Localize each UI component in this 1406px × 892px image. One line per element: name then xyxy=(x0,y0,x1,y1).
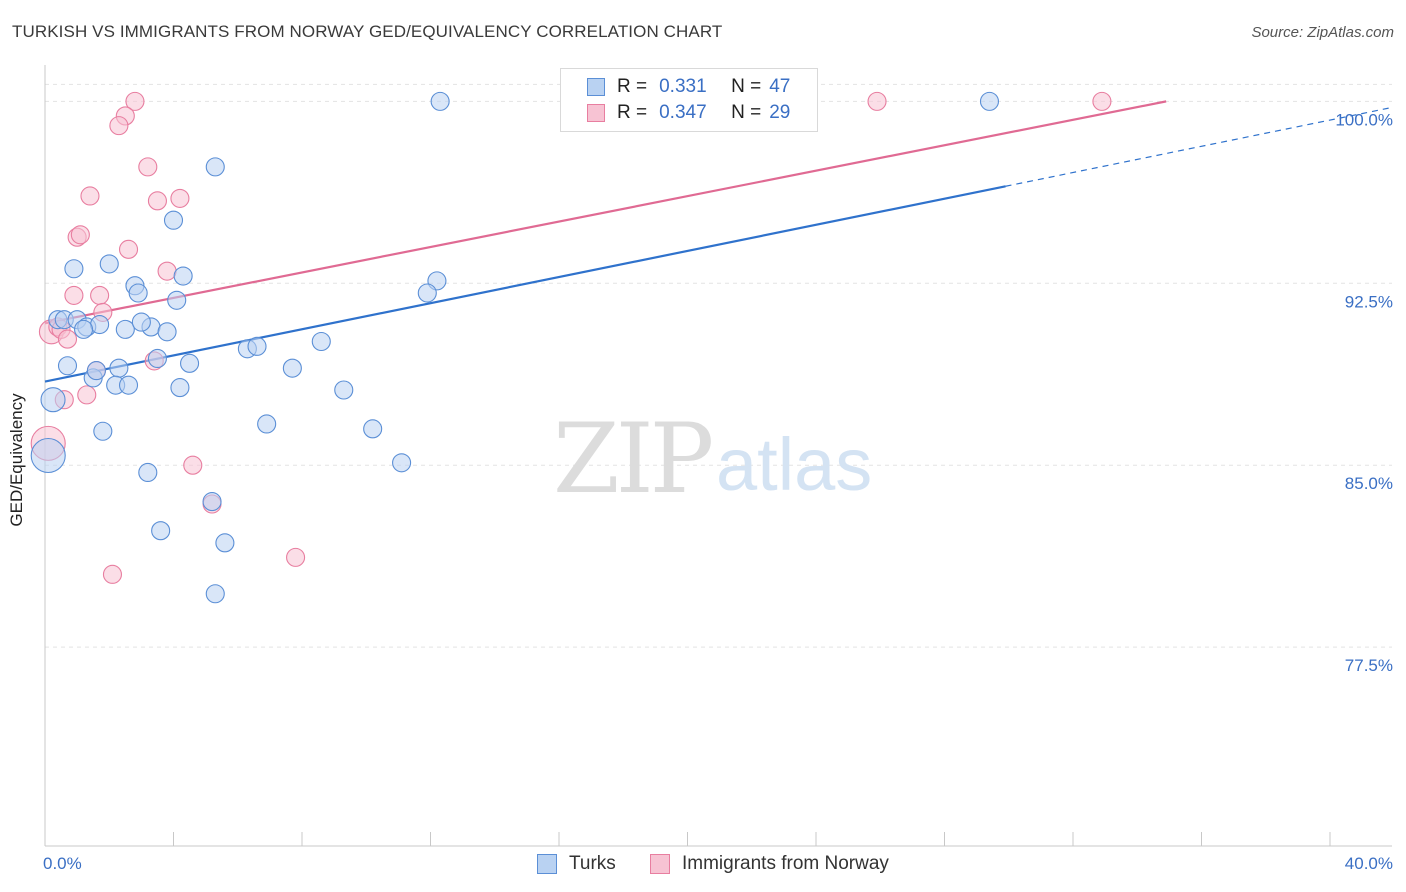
data-point-turks xyxy=(147,348,167,369)
data-point-turks xyxy=(131,312,151,332)
data-point-turks xyxy=(74,319,94,339)
data-point-norway xyxy=(170,188,190,208)
trend-line-norway xyxy=(44,100,1167,325)
data-point-turks xyxy=(109,358,129,378)
x-tick-label: 0.0% xyxy=(43,854,82,873)
data-point-turks xyxy=(215,533,235,553)
tick-labels: 100.0% 92.5% 85.0% 77.5% 0.0% 40.0% xyxy=(43,110,1393,873)
bottom-legend-norway[interactable]: Immigrants from Norway xyxy=(650,852,889,876)
data-point-turks xyxy=(99,254,119,274)
data-point-turks xyxy=(202,492,222,512)
source-credit: Source: ZipAtlas.com xyxy=(1251,24,1394,41)
data-point-turks xyxy=(86,361,106,381)
data-point-norway xyxy=(70,225,90,245)
bottom-legend-label-turks: Turks xyxy=(569,853,616,874)
watermark-atlas: atlas xyxy=(716,423,872,506)
data-point-norway xyxy=(64,285,84,305)
data-point-turks xyxy=(282,358,302,378)
data-point-turks xyxy=(167,290,187,310)
data-point-turks xyxy=(170,378,190,398)
correlation-legend: R = 0.331 N = 47 R = 0.347 N = 29 xyxy=(560,68,818,132)
data-point-turks xyxy=(311,331,331,352)
data-point-turks xyxy=(57,356,78,376)
data-point-turks xyxy=(334,380,354,400)
legend-r-label: R = xyxy=(617,76,648,97)
data-point-turks xyxy=(128,283,148,303)
legend-n-value-norway: 29 xyxy=(769,102,791,123)
y-axis-label: GED/Equivalency xyxy=(7,393,26,527)
data-point-turks xyxy=(64,259,84,279)
legend-swatch-norway xyxy=(587,104,605,122)
trend-lines xyxy=(44,100,1393,383)
bottom-legend-swatch-norway xyxy=(650,854,670,874)
chart-title: TURKISH VS IMMIGRANTS FROM NORWAY GED/EQ… xyxy=(12,22,723,41)
legend-r-value-turks: 0.331 xyxy=(659,76,707,97)
data-point-turks xyxy=(430,91,450,111)
data-point-turks xyxy=(90,314,110,335)
data-point-turks xyxy=(363,419,383,439)
data-point-turks xyxy=(173,266,193,286)
legend-swatch-turks xyxy=(587,78,605,96)
watermark: ZIP atlas xyxy=(553,403,872,515)
data-point-norway xyxy=(102,564,123,584)
data-point-norway xyxy=(118,239,139,259)
data-point-turks xyxy=(257,414,277,434)
data-point-norway xyxy=(157,261,177,281)
data-point-norway xyxy=(286,547,306,567)
data-point-norway xyxy=(90,285,110,305)
legend-r-value-norway: 0.347 xyxy=(659,102,707,123)
bottom-legend-label-norway: Immigrants from Norway xyxy=(682,853,889,874)
legend-row-turks: R = 0.331 N = 47 xyxy=(587,75,790,99)
data-point-norway xyxy=(1092,91,1112,111)
data-point-turks xyxy=(417,283,437,303)
y-tick-label: 100.0% xyxy=(1335,110,1393,129)
legend-n-label: N = xyxy=(731,76,762,97)
legend-n-label: N = xyxy=(731,102,762,123)
data-point-turks xyxy=(163,210,184,230)
data-point-turks xyxy=(40,387,66,413)
data-point-turks xyxy=(30,437,66,474)
data-point-turks xyxy=(151,521,171,541)
data-point-norway xyxy=(147,191,167,211)
data-point-turks xyxy=(138,462,158,483)
y-tick-label: 92.5% xyxy=(1345,292,1393,311)
legend-row-norway: R = 0.347 N = 29 xyxy=(587,101,790,125)
data-point-turks xyxy=(118,375,139,395)
data-point-turks xyxy=(93,421,113,441)
legend-n-value-turks: 47 xyxy=(769,76,791,97)
data-point-turks xyxy=(205,584,225,604)
data-point-norway xyxy=(867,91,887,111)
data-point-norway xyxy=(125,91,145,111)
bottom-legend-turks[interactable]: Turks xyxy=(537,852,616,876)
x-tick-label: 40.0% xyxy=(1345,854,1393,873)
gridlines xyxy=(45,83,1392,648)
data-point-turks xyxy=(205,157,225,177)
data-point-turks xyxy=(979,91,1000,111)
data-point-norway xyxy=(57,329,78,349)
y-tick-label: 85.0% xyxy=(1345,474,1393,493)
data-point-turks xyxy=(157,322,177,342)
watermark-zip: ZIP xyxy=(553,403,712,515)
data-point-norway xyxy=(77,385,97,405)
data-point-norway xyxy=(80,186,100,206)
data-point-turks xyxy=(247,336,267,356)
data-point-turks xyxy=(180,353,200,373)
trend-line-turks xyxy=(44,185,1006,383)
legend-r-label: R = xyxy=(617,102,648,123)
data-point-norway xyxy=(109,116,129,136)
bottom-legend-swatch-turks xyxy=(537,854,557,874)
data-point-turks xyxy=(115,319,135,339)
y-tick-label: 77.5% xyxy=(1345,656,1393,675)
data-points xyxy=(30,91,1112,604)
data-point-turks xyxy=(392,453,412,473)
trend-line-turks-extension xyxy=(1005,106,1393,187)
data-point-norway xyxy=(138,157,158,177)
data-point-norway xyxy=(183,455,203,475)
